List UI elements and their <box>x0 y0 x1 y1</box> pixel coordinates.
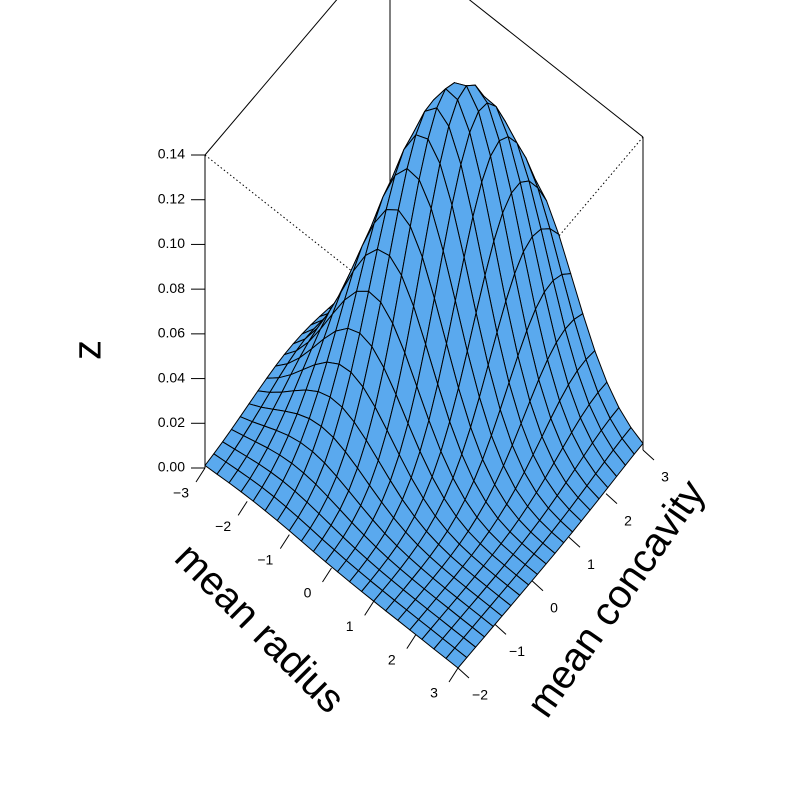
y-tick-label: −1 <box>509 643 525 659</box>
x-axis: −3 −2 −1 0 1 2 3 <box>173 467 459 701</box>
z-tick-label: 0.08 <box>158 280 185 296</box>
y-tick-label: 1 <box>587 556 595 572</box>
y-tick-label: 2 <box>624 512 632 528</box>
x-tick-mark <box>195 467 206 483</box>
box-edge-back-right <box>468 0 644 138</box>
z-tick-label: 0.00 <box>158 459 185 475</box>
x-tick-label: 0 <box>304 585 312 601</box>
y-tick-label: 0 <box>550 600 558 616</box>
z-axis: 0.00 0.02 0.04 0.06 0.08 0.10 0.12 0.14 <box>158 146 205 475</box>
x-tick-mark <box>364 601 375 616</box>
front-box-lines <box>204 137 644 468</box>
x-tick-mark <box>448 667 459 683</box>
z-tick-label: 0.06 <box>158 325 185 341</box>
box-edge-back-left <box>204 0 338 156</box>
z-axis-title: z <box>66 340 110 360</box>
x-tick-label: 1 <box>346 618 354 634</box>
x-tick-label: 3 <box>430 685 438 701</box>
y-tick-mark <box>605 493 618 504</box>
x-tick-label: −2 <box>215 518 231 534</box>
x-tick-mark <box>406 634 417 649</box>
y-axis: −2 −1 0 1 2 3 <box>457 449 669 703</box>
y-tick-mark <box>457 667 470 679</box>
z-tick-label: 0.12 <box>158 190 185 206</box>
y-tick-label: −2 <box>472 687 488 703</box>
z-tick-label: 0.14 <box>158 146 185 162</box>
z-tick-label: 0.02 <box>158 414 185 430</box>
surface-facet <box>445 647 468 669</box>
y-tick-label: 3 <box>661 469 669 485</box>
y-tick-mark <box>531 580 544 592</box>
x-tick-mark <box>237 501 248 516</box>
y-tick-mark <box>568 536 581 548</box>
z-tick-label: 0.04 <box>158 369 185 385</box>
y-tick-mark <box>494 624 507 635</box>
x-tick-label: −3 <box>173 485 189 501</box>
y-tick-mark <box>642 449 655 461</box>
x-tick-mark <box>279 534 290 549</box>
surface-mesh <box>204 82 644 669</box>
z-tick-label: 0.10 <box>158 235 185 251</box>
x-tick-label: 2 <box>388 651 396 667</box>
x-tick-label: −1 <box>257 551 273 567</box>
x-tick-mark <box>322 567 332 583</box>
